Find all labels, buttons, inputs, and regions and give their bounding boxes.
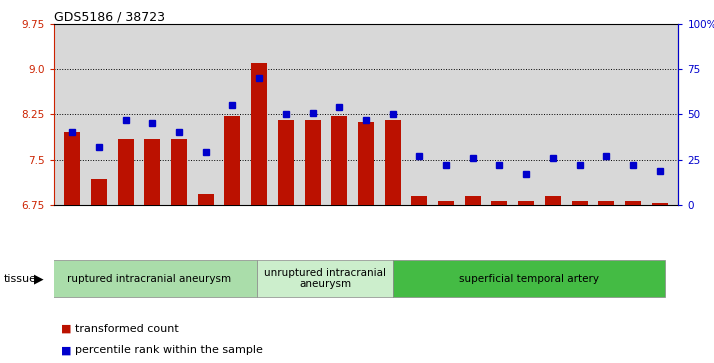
Text: ■: ■ (61, 345, 71, 355)
Bar (411, 196, 428, 205)
Text: transformed count: transformed count (75, 323, 178, 334)
Bar (278, 121, 294, 205)
Bar (465, 196, 481, 205)
Bar (40, 260, 257, 297)
Bar (198, 194, 213, 205)
Bar (438, 201, 454, 205)
Bar (598, 201, 614, 205)
Bar (64, 132, 80, 205)
Bar (331, 116, 347, 205)
Text: GDS5186 / 38723: GDS5186 / 38723 (54, 11, 164, 24)
Bar (251, 63, 267, 205)
Text: ▶: ▶ (34, 272, 44, 285)
Bar (144, 139, 161, 205)
Text: ruptured intracranial aneurysm: ruptured intracranial aneurysm (66, 274, 231, 284)
Text: tissue: tissue (4, 274, 36, 284)
Bar (91, 179, 107, 205)
Text: unruptured intracranial
aneurysm: unruptured intracranial aneurysm (264, 268, 386, 289)
Bar (491, 201, 508, 205)
Bar (385, 121, 401, 205)
Text: percentile rank within the sample: percentile rank within the sample (75, 345, 263, 355)
Text: ■: ■ (61, 323, 71, 334)
Bar (171, 139, 187, 205)
Bar (393, 260, 665, 297)
Bar (304, 120, 321, 205)
Bar (571, 201, 588, 205)
Bar (257, 260, 393, 297)
Bar (224, 116, 241, 205)
Bar (652, 203, 668, 205)
Bar (625, 201, 641, 205)
Bar (118, 139, 134, 205)
Text: superficial temporal artery: superficial temporal artery (459, 274, 599, 284)
Bar (518, 201, 534, 205)
Bar (545, 196, 560, 205)
Bar (358, 122, 374, 205)
